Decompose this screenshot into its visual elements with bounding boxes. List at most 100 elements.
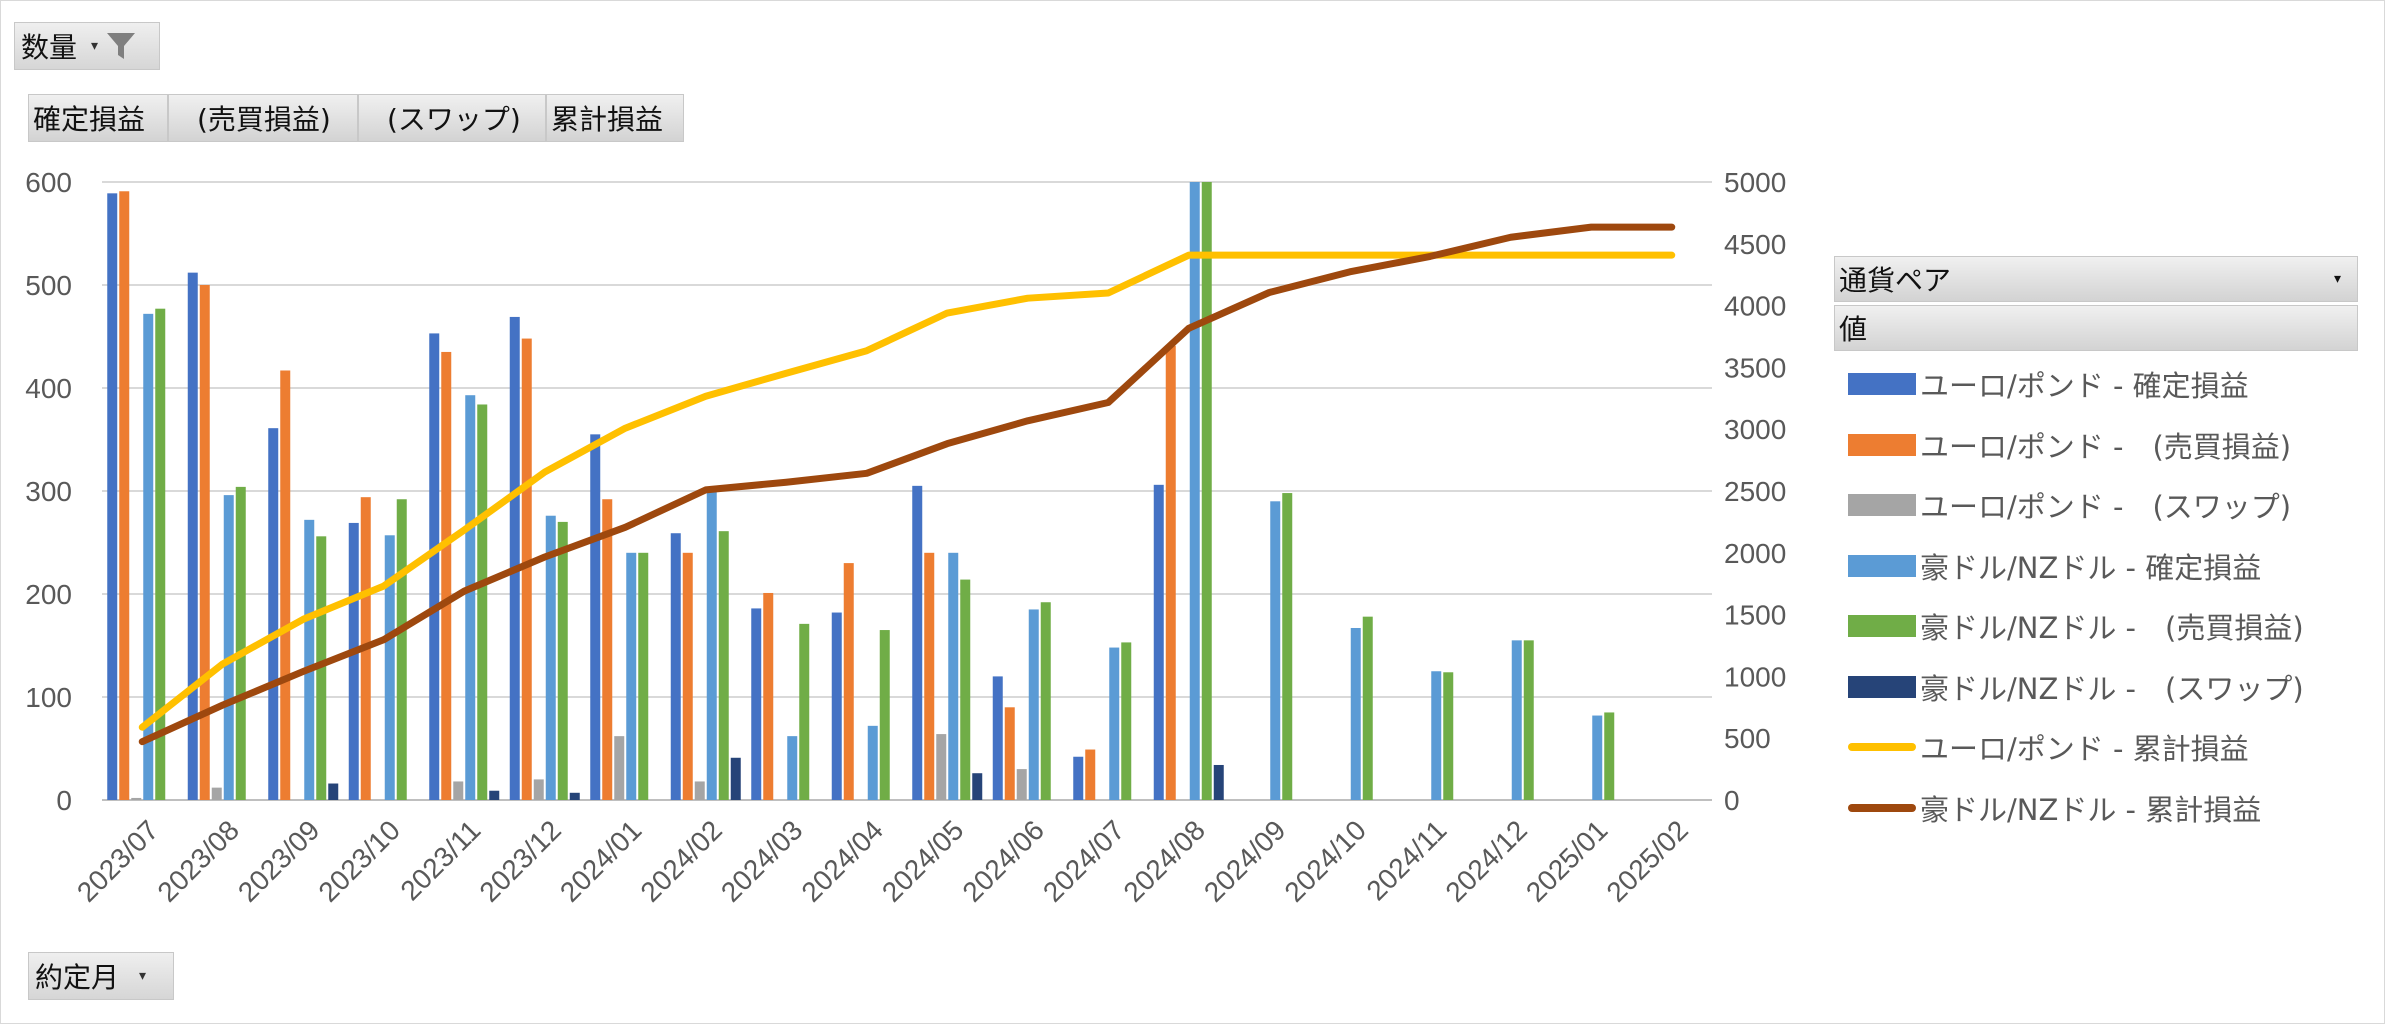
legend-swatch [1848,433,1916,456]
bar [718,531,729,800]
bar [1153,484,1164,800]
bar [602,499,613,800]
bar [924,552,935,800]
bar [638,552,649,800]
bar [948,552,959,800]
bar [879,630,890,800]
value-tab-2[interactable]: (スワップ) [358,94,546,142]
bar [614,736,625,800]
bar [1201,182,1212,800]
x-tick-label: 2024/12 [1439,814,1532,907]
x-tick-label: 2023/11 [394,814,486,906]
bar [384,535,395,800]
bar [1362,616,1373,800]
y-left-tick-label: 500 [25,270,72,301]
bar [1350,627,1361,800]
legend-swatch [1848,743,1916,751]
bar [1121,642,1132,800]
bar [936,734,947,800]
legend-label: ユーロ/ポンド - 確定損益 [1920,369,2249,403]
value-tab-label: (売買損益) [197,103,331,136]
bar [477,404,488,800]
bar [1431,671,1442,800]
bar [211,787,222,800]
bar [1028,609,1039,800]
x-tick-label: 2024/07 [1037,814,1130,907]
series-line [138,223,1676,746]
bar [590,434,601,800]
bar [187,272,198,800]
bar [1073,756,1084,800]
y-left-tick-label: 600 [25,167,72,198]
bar [1213,764,1224,800]
legend-item: 豪ドル/NZドル - 累計損益 [1848,788,2261,828]
y-right-tick-label: 1000 [1724,661,1786,692]
x-tick-label: 2024/03 [715,814,808,907]
x-tick-label: 2024/10 [1278,814,1371,907]
bar [1592,715,1603,800]
x-tick-label: 2025/01 [1520,814,1613,907]
x-tick-label: 2023/12 [473,814,566,907]
series-line [138,251,1676,731]
bar [1443,672,1454,800]
bar [396,499,407,800]
value-tab-0[interactable]: 確定損益 [28,94,168,142]
value-tab-1[interactable]: (売買損益) [168,94,358,142]
bar [235,486,246,800]
bar [1270,501,1281,800]
bar [429,333,440,800]
bar [304,519,315,800]
bar [1165,345,1176,800]
legend-swatch [1848,494,1916,516]
bar [1040,602,1051,800]
chevron-down-icon: ▾ [2333,271,2341,287]
axis-field-button[interactable]: 約定月 ▾ [28,952,174,1000]
y-left-tick-label: 0 [56,785,72,816]
value-tab-label: (スワップ) [387,103,521,136]
legend-swatch [1848,554,1916,577]
x-tick-label: 2024/04 [795,814,888,907]
funnel-icon [107,33,136,59]
bar [316,536,327,800]
y-left-tick-label: 400 [25,373,72,404]
y-right-tick-label: 3500 [1724,352,1786,383]
legend-item: ユーロ/ポンド - 確定損益 [1848,364,2249,404]
legend-label: ユーロ/ポンド - (売買損益) [1920,429,2292,464]
x-tick-label: 2024/06 [956,814,1049,907]
value-field-button[interactable]: 数量 ▾ [14,22,160,70]
legend-label: 豪ドル/NZドル - 累計損益 [1920,792,2262,827]
legend-field-button[interactable]: 通貨ペア ▾ [1834,256,2358,302]
chevron-down-icon: ▾ [91,38,99,54]
bar [1085,749,1096,800]
bar [912,485,923,800]
value-tab-label: 確定損益 [33,103,146,136]
x-tick-label: 2024/09 [1198,814,1291,907]
bar [730,757,741,800]
value-tab-3[interactable]: 累計損益 [546,94,684,142]
y-right-tick-label: 2500 [1724,476,1786,507]
bar [831,612,842,800]
bar [107,193,118,800]
y-left-tick-label: 100 [25,682,72,713]
bar [1109,647,1120,800]
bar [143,313,154,800]
bar [441,351,452,800]
legend-swatch [1848,615,1916,637]
legend-swatch [1848,373,1916,395]
x-tick-label: 2023/10 [312,814,405,907]
bar [199,285,210,800]
bar [280,370,291,800]
x-tick-label: 2023/09 [232,814,325,907]
legend-label: 豪ドル/NZドル - 確定損益 [1920,550,2262,585]
y-left-tick-label: 200 [25,579,72,610]
bar [1511,640,1522,800]
bar [569,792,580,800]
bar [1523,640,1534,800]
bar [1604,712,1615,800]
bar [706,487,717,800]
bar [509,316,520,800]
bar [119,191,130,800]
legend-item: ユーロ/ポンド - (スワップ) [1848,485,2291,525]
bar [533,779,544,800]
legend-values-label: 値 [1839,313,1868,346]
